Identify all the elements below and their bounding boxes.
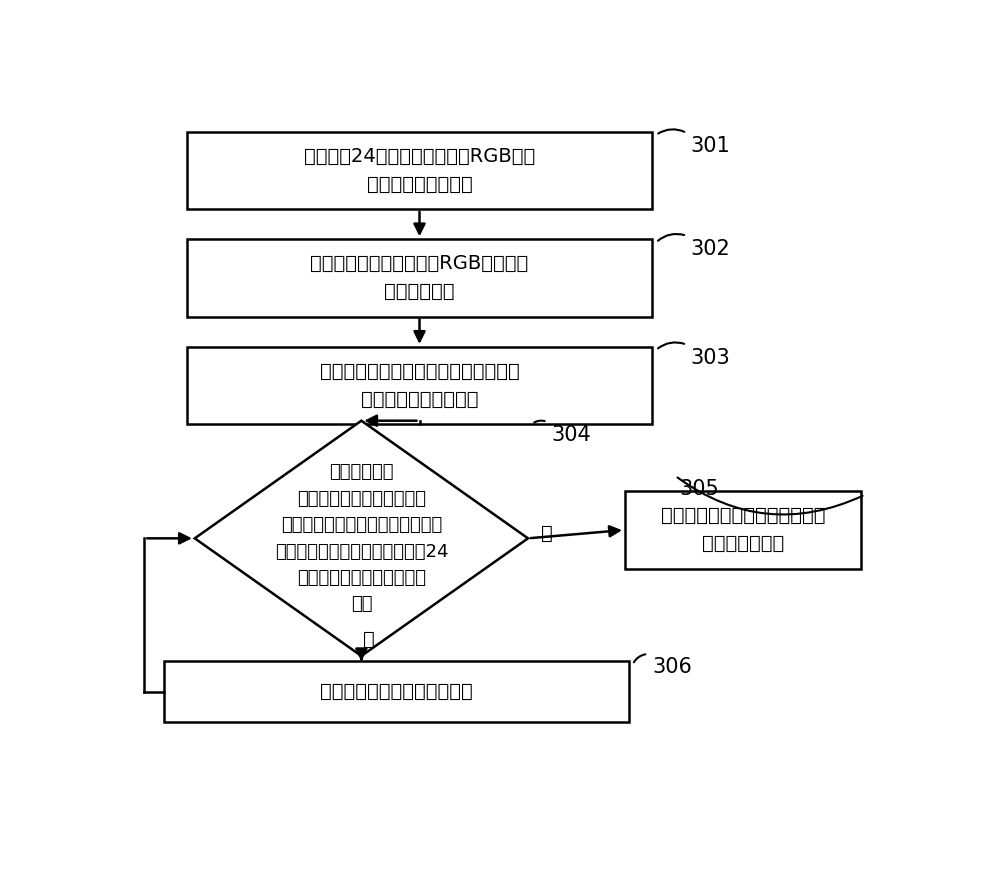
Bar [187,347,652,424]
Bar [625,491,861,568]
Bar [187,132,652,209]
Text: 将所述源颜色
矩阵根据所述色彩校正矩阵
进行转换，得到样本图片；比较所
述样本图片上的色块颜色与所述24
色调整卡上的色块颜色是否
一致: 将所述源颜色 矩阵根据所述色彩校正矩阵 进行转换，得到样本图片；比较所 述样本图… [275,464,448,614]
Text: 对所述色彩校正矩阵进行微调: 对所述色彩校正矩阵进行微调 [320,682,473,701]
Text: 是: 是 [542,524,553,543]
Text: 303: 303 [691,348,730,368]
Bar [164,662,629,722]
Text: 获取待调整图片上色块的RGB值，保存
为源颜色矩阵: 获取待调整图片上色块的RGB值，保存 为源颜色矩阵 [310,254,529,301]
Text: 304: 304 [551,425,591,445]
Text: 305: 305 [679,479,719,499]
Text: 301: 301 [691,136,730,156]
Polygon shape [195,421,528,656]
FancyArrowPatch shape [534,421,545,423]
Text: 将所述色彩校正矩阵作为目标调
试结果进行保存: 将所述色彩校正矩阵作为目标调 试结果进行保存 [661,506,825,553]
Text: 306: 306 [652,657,692,677]
Bar [187,239,652,317]
FancyArrowPatch shape [658,342,684,348]
FancyArrowPatch shape [677,478,863,514]
Text: 根据所述目标颜色矩阵和源颜色矩阵，
计算得到色彩校正矩阵: 根据所述目标颜色矩阵和源颜色矩阵， 计算得到色彩校正矩阵 [320,362,519,409]
Text: 否: 否 [363,629,375,649]
FancyArrowPatch shape [658,234,684,241]
FancyArrowPatch shape [634,654,645,663]
Text: 获取所述24色调整卡上色块的RGB值，
保存为目标颜色矩阵: 获取所述24色调整卡上色块的RGB值， 保存为目标颜色矩阵 [304,147,535,194]
Text: 302: 302 [691,239,730,259]
FancyArrowPatch shape [658,129,684,134]
